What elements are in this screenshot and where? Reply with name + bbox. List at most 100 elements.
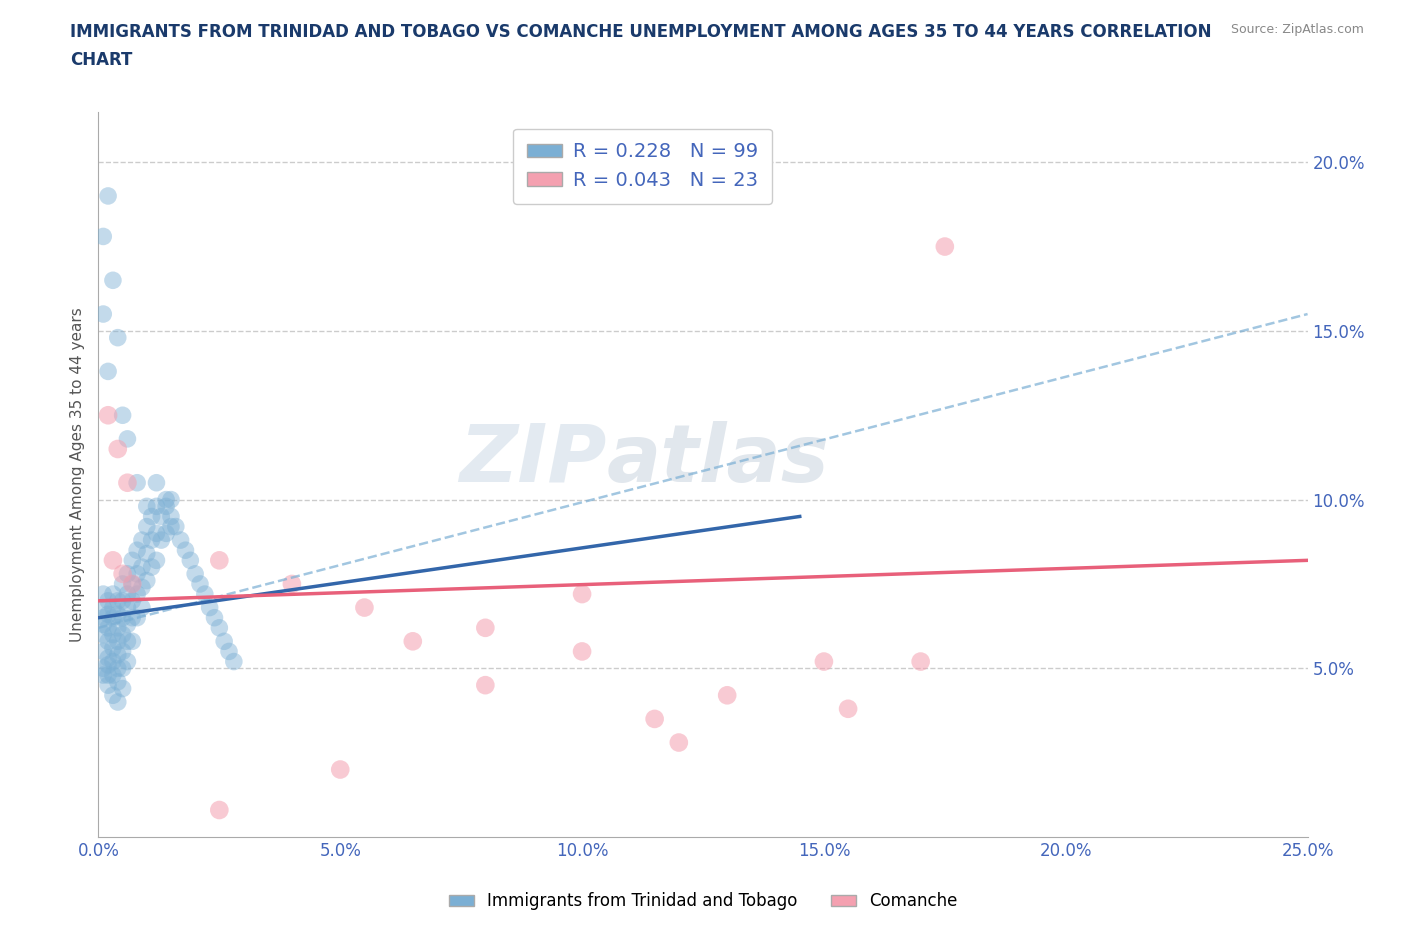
Point (111, 661, 134, 676)
Point (91, 661, 114, 676)
Point (91, 627, 114, 642)
Point (101, 627, 124, 642)
Point (131, 560, 153, 575)
Point (121, 553, 143, 568)
Point (101, 688, 124, 703)
Point (222, 654, 245, 669)
Point (127, 475, 149, 490)
Point (107, 607, 129, 622)
Point (97, 651, 120, 666)
Point (101, 654, 124, 669)
Point (97, 593, 120, 608)
Point (184, 566, 207, 581)
Point (107, 695, 129, 710)
Point (174, 543, 197, 558)
Point (212, 634, 235, 649)
Point (198, 600, 221, 615)
Text: Source: ZipAtlas.com: Source: ZipAtlas.com (1230, 23, 1364, 36)
Point (111, 577, 134, 591)
Point (107, 442, 129, 457)
Text: CHART: CHART (70, 51, 132, 69)
Point (97, 620, 120, 635)
Point (194, 587, 217, 602)
Point (121, 577, 143, 591)
Point (101, 600, 124, 615)
Point (135, 573, 157, 588)
Point (668, 735, 690, 750)
Point (107, 647, 129, 662)
Point (111, 681, 134, 696)
Point (135, 519, 157, 534)
Point (281, 577, 304, 591)
Point (117, 617, 139, 631)
Point (160, 519, 183, 534)
Point (101, 641, 124, 656)
Point (121, 634, 143, 649)
Point (188, 577, 211, 591)
Point (117, 475, 139, 490)
Point (91, 610, 114, 625)
Point (121, 577, 143, 591)
Point (101, 610, 124, 625)
Point (101, 668, 124, 683)
Point (111, 408, 134, 423)
Point (117, 654, 139, 669)
Point (150, 533, 173, 548)
Point (117, 566, 139, 581)
Point (934, 239, 956, 254)
Point (101, 587, 124, 602)
Point (644, 711, 666, 726)
Point (716, 688, 738, 703)
Point (135, 546, 157, 561)
Point (97, 189, 120, 204)
Point (329, 762, 352, 777)
Point (117, 587, 139, 602)
Point (111, 627, 134, 642)
Point (145, 553, 167, 568)
Point (101, 553, 124, 568)
Point (141, 533, 163, 548)
Point (97, 668, 120, 683)
Point (97, 364, 120, 379)
Point (91, 617, 114, 631)
Point (155, 525, 177, 540)
Point (155, 492, 177, 507)
Point (204, 610, 226, 625)
Point (127, 543, 149, 558)
Point (97, 658, 120, 672)
Point (353, 600, 375, 615)
Point (97, 607, 120, 622)
Point (107, 661, 129, 676)
Legend: Immigrants from Trinidad and Tobago, Comanche: Immigrants from Trinidad and Tobago, Com… (441, 885, 965, 917)
Y-axis label: Unemployment Among Ages 35 to 44 years: Unemployment Among Ages 35 to 44 years (69, 307, 84, 642)
Point (155, 498, 177, 513)
Point (135, 498, 157, 513)
Point (127, 610, 149, 625)
Point (571, 644, 593, 658)
Point (121, 610, 143, 625)
Point (107, 634, 129, 649)
Point (107, 620, 129, 635)
Point (208, 803, 231, 817)
Point (218, 644, 240, 658)
Point (131, 533, 153, 548)
Point (474, 620, 496, 635)
Point (910, 654, 932, 669)
Point (127, 587, 149, 602)
Text: ZIP: ZIP (458, 420, 606, 498)
Point (127, 566, 149, 581)
Point (402, 634, 425, 649)
Point (141, 560, 163, 575)
Point (117, 432, 139, 446)
Point (117, 600, 139, 615)
Point (121, 593, 143, 608)
Point (111, 566, 134, 581)
Point (117, 634, 139, 649)
Point (97, 408, 120, 423)
Point (107, 330, 129, 345)
Point (208, 620, 231, 635)
Point (145, 475, 167, 490)
Legend: R = 0.228   N = 99, R = 0.043   N = 23: R = 0.228 N = 99, R = 0.043 N = 23 (513, 128, 772, 204)
Point (165, 519, 187, 534)
Point (160, 492, 183, 507)
